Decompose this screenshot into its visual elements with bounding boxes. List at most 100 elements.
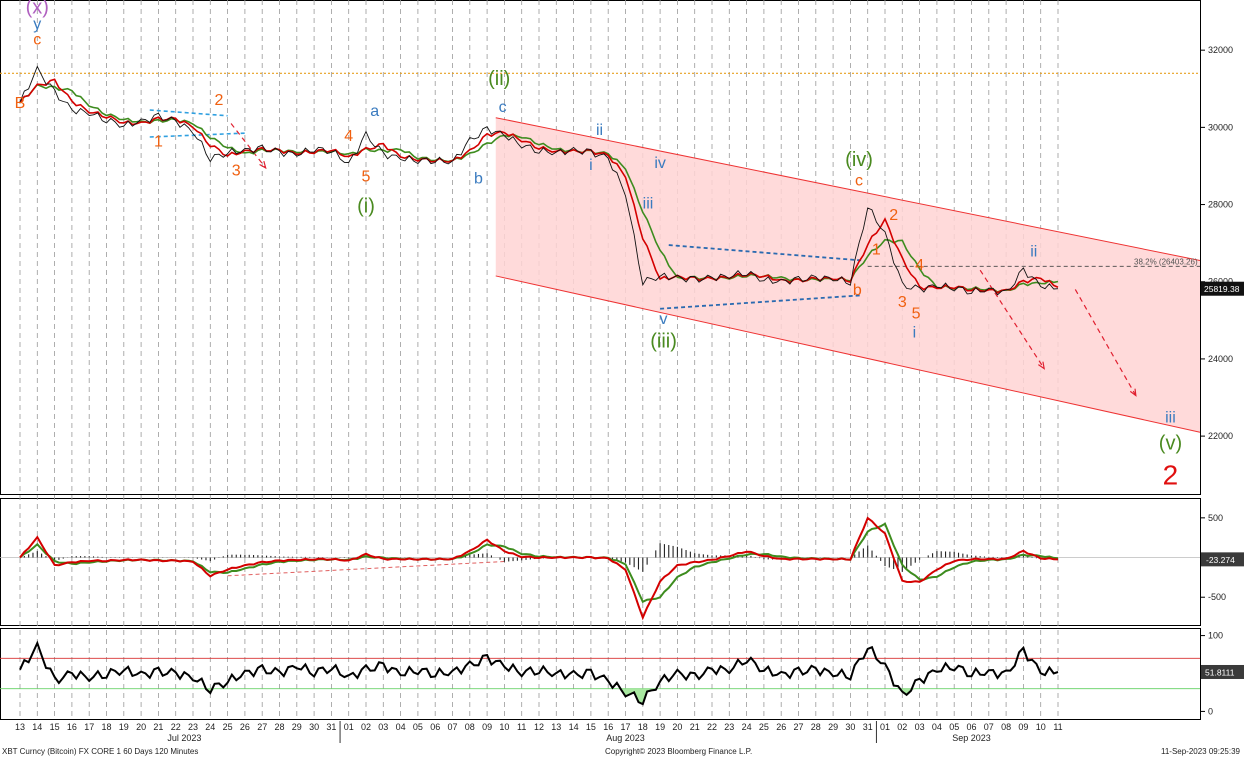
x-tick-label: 29 — [828, 722, 838, 732]
x-tick-label: 19 — [119, 722, 129, 732]
x-tick-label: 06 — [966, 722, 976, 732]
x-tick-label: 22 — [171, 722, 181, 732]
projection-arrow-sep-a-head — [1038, 361, 1046, 370]
wave-label: 1 — [154, 134, 163, 151]
triangle-lower-line — [660, 294, 863, 310]
footer-timestamp: 11-Sep-2023 09:25:39 — [1160, 747, 1240, 756]
price-fast-ma — [19, 78, 1059, 294]
triangle-upper-line — [668, 244, 863, 262]
x-tick-label: 28 — [811, 722, 821, 732]
x-tick-label: 06 — [430, 722, 440, 732]
wave-label: ii — [596, 122, 603, 139]
x-tick-label: 10 — [1036, 722, 1046, 732]
x-tick-label: 20 — [136, 722, 146, 732]
wave-label: c — [33, 31, 41, 48]
wave-label: 4 — [344, 128, 353, 145]
x-tick-label: 24 — [205, 722, 215, 732]
rsi-last-tag — [1201, 664, 1244, 679]
x-tick-label: 04 — [396, 722, 406, 732]
macd-last-value: -23.274 — [1206, 555, 1235, 565]
x-tick-label: 21 — [690, 722, 700, 732]
macd-y-tick-label: 500 — [1208, 513, 1223, 523]
x-tick-label: 09 — [482, 722, 492, 732]
projection-arrow-jul-head — [259, 160, 267, 170]
x-tick-label: 07 — [984, 722, 994, 732]
x-tick-label: 23 — [188, 722, 198, 732]
wave-label: 5 — [912, 305, 921, 322]
x-tick-label: 12 — [534, 722, 544, 732]
rsi-y-tick-label: 0 — [1208, 706, 1213, 716]
wave-label: iii — [643, 195, 654, 212]
wave-label: (iii) — [650, 330, 677, 352]
x-tick-label: 22 — [707, 722, 717, 732]
x-tick-label: 17 — [620, 722, 630, 732]
x-tick-label: 26 — [240, 722, 250, 732]
x-tick-label: 25 — [759, 722, 769, 732]
x-tick-label: 19 — [655, 722, 665, 732]
flag-lower-line — [149, 132, 245, 138]
x-tick-label: 13 — [15, 722, 25, 732]
x-tick-label: 02 — [897, 722, 907, 732]
x-tick-label: 10 — [499, 722, 509, 732]
wave-label: c — [499, 99, 507, 116]
x-tick-label: 31 — [863, 722, 873, 732]
rsi-y-tick-label: 100 — [1208, 631, 1223, 641]
x-tick-label: 30 — [845, 722, 855, 732]
x-tick-label: 23 — [724, 722, 734, 732]
x-tick-label: 30 — [309, 722, 319, 732]
projection-arrow-sep-b-head — [1129, 388, 1137, 397]
x-tick-label: 11 — [1053, 722, 1062, 732]
price-y-tick-label: 32000 — [1208, 45, 1233, 55]
macd-last-tag — [1201, 552, 1244, 567]
month-label: Sep 2023 — [952, 733, 991, 743]
x-tick-label: 25 — [223, 722, 233, 732]
channel-lower-line — [495, 275, 1201, 433]
x-tick-label: 16 — [67, 722, 77, 732]
channel-fill — [495, 117, 1200, 433]
wave-label: v — [660, 311, 668, 328]
wave-label: b — [474, 170, 483, 187]
flag-upper-line — [149, 109, 228, 117]
x-tick-label: 24 — [742, 722, 752, 732]
price-y-tick-label: 30000 — [1208, 122, 1233, 132]
month-label: Aug 2023 — [606, 733, 645, 743]
fib-level-label: 38.2% (26403.26) — [1134, 257, 1198, 266]
wave-label: (v) — [1159, 433, 1182, 455]
wave-label: i — [913, 325, 917, 342]
x-tick-label: 03 — [378, 722, 388, 732]
month-label: Jul 2023 — [167, 733, 201, 743]
data-series — [19, 65, 1059, 706]
x-tick-label: 05 — [949, 722, 959, 732]
x-tick-label: 27 — [257, 722, 267, 732]
price-line — [19, 65, 1059, 296]
wave-label: 2 — [214, 92, 223, 109]
x-tick-label: 13 — [551, 722, 561, 732]
wave-label: i — [589, 157, 593, 174]
rsi-line — [19, 640, 1059, 706]
x-tick-label: 16 — [603, 722, 613, 732]
price-panel-frame — [0, 0, 1201, 495]
wave-label: 5 — [362, 168, 371, 185]
x-tick-label: 11 — [517, 722, 526, 732]
x-tick-label: 15 — [586, 722, 596, 732]
x-tick-label: 29 — [292, 722, 302, 732]
price-slow-ma — [19, 83, 1059, 293]
wave-label: iv — [654, 155, 666, 172]
projection-arrow-sep-b — [1074, 289, 1137, 396]
wave-label: B — [15, 95, 26, 112]
x-tick-label: 08 — [465, 722, 475, 732]
macd-y-tick-label: -500 — [1208, 592, 1226, 602]
x-tick-label: 05 — [413, 722, 423, 732]
x-tick-label: 02 — [361, 722, 371, 732]
last-price-tag — [1201, 281, 1244, 296]
x-tick-label: 17 — [84, 722, 94, 732]
x-tick-label: 14 — [32, 722, 42, 732]
x-tick-label: 03 — [915, 722, 925, 732]
wave-label: iii — [1165, 410, 1176, 427]
x-tick-label: 09 — [1018, 722, 1028, 732]
wave-label: (x) — [26, 0, 49, 19]
macd-panel-frame — [0, 498, 1201, 626]
wave-label: (i) — [357, 195, 375, 217]
